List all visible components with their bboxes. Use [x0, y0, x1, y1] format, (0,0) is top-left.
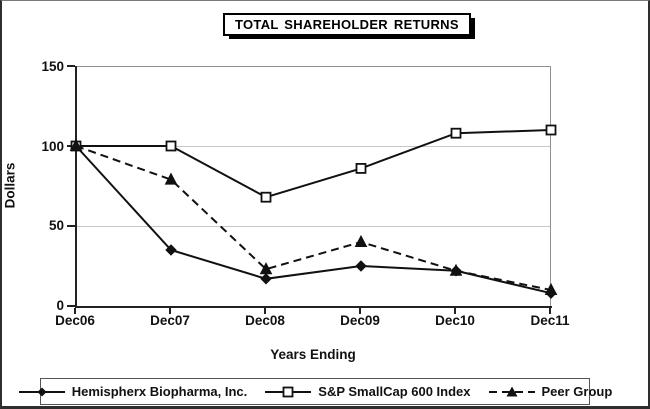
marker-square-open: [450, 127, 462, 139]
y-tick-label: 0: [56, 298, 64, 313]
x-tick-dec06: [74, 308, 76, 314]
x-tick-label: Dec08: [245, 313, 285, 328]
x-tick-label: Dec06: [55, 313, 95, 328]
plot-area: [77, 66, 551, 307]
x-tick-label: Dec10: [435, 313, 475, 328]
marker-triangle: [164, 172, 178, 185]
marker-triangle: [259, 262, 273, 275]
marker-diamond: [260, 273, 272, 285]
chart-title: TOTAL SHAREHOLDER RETURNS: [223, 13, 471, 36]
x-axis-title: Years Ending: [270, 347, 356, 362]
y-tick-label: 50: [48, 218, 64, 233]
solid-line-diamond-icon: [18, 387, 65, 396]
x-tick-label: Dec09: [340, 313, 380, 328]
marker-square-open: [260, 191, 272, 203]
x-axis-line: [75, 306, 552, 308]
y-tick-50: [67, 225, 75, 227]
y-tick-150: [67, 65, 75, 67]
legend-label: Peer Group: [541, 384, 613, 399]
marker-square-open: [545, 124, 557, 136]
marker-triangle: [544, 282, 558, 295]
marker-triangle: [449, 263, 463, 276]
x-tick-dec10: [454, 308, 456, 314]
marker-square-open: [165, 140, 177, 152]
x-tick-dec07: [169, 308, 171, 314]
marker-square-open: [355, 163, 367, 174]
gridline-50: [77, 226, 550, 227]
marker-diamond: [165, 244, 177, 256]
chart-legend: Hemispherx Biopharma, Inc. S&P SmallCap …: [18, 378, 612, 405]
x-tick-dec08: [264, 308, 266, 314]
y-tick-0: [67, 305, 75, 307]
y-tick-label: 150: [41, 59, 64, 74]
x-tick-label: Dec11: [530, 313, 570, 328]
series-line-1: [76, 129, 552, 199]
solid-line-square-icon: [265, 386, 312, 397]
dashed-line-triangle-icon: [488, 386, 535, 396]
y-tick-label: 100: [41, 139, 64, 154]
marker-diamond: [355, 260, 367, 272]
legend-label: Hemispherx Biopharma, Inc.: [71, 384, 248, 399]
marker-triangle: [69, 138, 83, 151]
y-axis-line: [75, 66, 77, 307]
series-line-0: [75, 145, 552, 295]
marker-triangle: [354, 234, 368, 247]
legend-item-sp-smallcap: S&P SmallCap 600 Index: [264, 384, 471, 399]
x-tick-label: Dec07: [150, 313, 190, 328]
x-tick-dec11: [549, 308, 551, 314]
legend-item-peer-group: Peer Group: [488, 384, 613, 399]
legend-item-hemispherx: Hemispherx Biopharma, Inc.: [18, 384, 248, 399]
series-plot: [69, 124, 558, 299]
y-axis-title: Dollars: [2, 162, 18, 209]
gridline-100: [77, 146, 550, 147]
series-line-2: [75, 145, 552, 291]
x-tick-dec09: [359, 308, 361, 314]
legend-label: S&P SmallCap 600 Index: [318, 384, 471, 399]
